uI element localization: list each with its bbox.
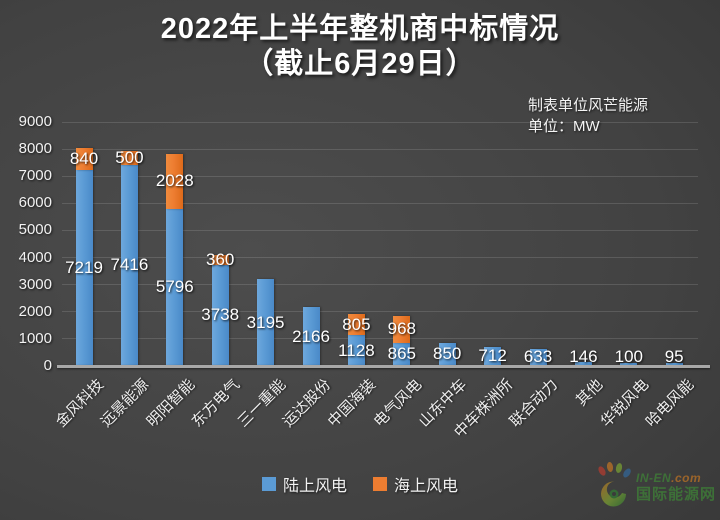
- gridline: [62, 148, 698, 150]
- data-label: 805: [342, 314, 371, 334]
- legend-label: 海上风电: [394, 478, 459, 495]
- x-category-label: 运达股份: [279, 376, 335, 431]
- chart-title-line2: （截止6月29日）: [244, 48, 476, 80]
- gridline: [62, 202, 698, 204]
- y-tick-label: 5000: [18, 221, 52, 239]
- y-tick-label: 1000: [18, 329, 52, 347]
- legend-swatch-icon: [373, 477, 387, 491]
- y-tick-label: 8000: [18, 140, 52, 158]
- bar-segment-onshore: [75, 170, 93, 366]
- x-category-label: 哈电风能: [642, 376, 698, 431]
- data-label: 840: [69, 148, 99, 168]
- data-label: 968: [387, 319, 416, 339]
- bar-segment-offshore: [120, 151, 138, 165]
- gridline: [62, 121, 698, 123]
- data-label: 7219: [65, 258, 103, 278]
- bar-segment-onshore: [257, 279, 275, 366]
- y-tick-label: 0: [43, 357, 52, 374]
- data-label: 865: [387, 344, 416, 364]
- data-label: 146: [569, 347, 598, 366]
- x-axis-line: [57, 365, 710, 368]
- watermark-url: IN-EN.com: [636, 471, 702, 485]
- annotation-unit: 单位：MW: [528, 118, 600, 135]
- data-label: 712: [478, 346, 507, 366]
- watermark: IN-EN.com 国际能源网: [596, 458, 720, 516]
- x-category-label: 远景能源: [98, 376, 153, 431]
- bar-segment-onshore: [302, 307, 320, 366]
- bar-segment-offshore: [166, 153, 184, 209]
- data-label: 850: [433, 344, 462, 364]
- legend: 陆上风电 海上风电: [0, 472, 720, 496]
- data-label: 500: [115, 148, 144, 168]
- bar-segment-offshore: [393, 316, 411, 343]
- chart-annotation: 制表单位风芒能源 单位：MW: [528, 95, 648, 137]
- gridline: [62, 229, 698, 231]
- bar-segment-onshore: [166, 208, 184, 366]
- x-category-label: 中国海装: [325, 376, 380, 431]
- x-category-label: 三一重能: [234, 376, 289, 431]
- watermark-text: IN-EN.com 国际能源网: [636, 472, 716, 502]
- x-category-label: 电气风电: [370, 376, 425, 431]
- bar-segment-onshore: [438, 342, 456, 366]
- y-tick-label: 3000: [18, 275, 52, 293]
- y-tick-label: 7000: [18, 167, 52, 185]
- bar-segment-onshore: [574, 362, 592, 366]
- bar-segment-offshore: [211, 254, 229, 265]
- bar-segment-onshore: [347, 335, 365, 366]
- data-label: 100: [614, 347, 643, 366]
- chart-title: 2022年上半年整机商中标情况 （截止6月29日）: [0, 12, 720, 82]
- legend-item: 海上风电: [373, 472, 458, 496]
- data-label: 95: [664, 347, 684, 366]
- x-category-label: 其他: [573, 376, 607, 410]
- gridline: [62, 311, 698, 313]
- data-label: 633: [523, 347, 553, 366]
- bar-segment-onshore: [120, 164, 138, 366]
- data-label: 3195: [246, 312, 285, 332]
- gridline: [62, 284, 698, 286]
- x-category-label: 华锐风电: [597, 376, 652, 431]
- data-label: 5796: [155, 277, 194, 297]
- bar-segment-onshore: [211, 264, 229, 366]
- y-tick-label: 9000: [18, 113, 52, 130]
- y-tick-label: 4000: [18, 248, 52, 266]
- bar-segment-onshore: [665, 363, 683, 366]
- y-tick-label: 2000: [18, 302, 52, 320]
- in-en-logo-icon: [598, 462, 631, 507]
- data-label: 2028: [155, 171, 194, 191]
- annotation-source: 制表单位风芒能源: [528, 97, 649, 114]
- bar-segment-offshore: [347, 313, 365, 336]
- data-label: 7416: [110, 255, 149, 275]
- bar-segment-offshore: [75, 147, 93, 171]
- x-category-label: 金风科技: [52, 376, 108, 431]
- data-label: 360: [206, 249, 235, 269]
- x-category-label: 联合动力: [506, 376, 562, 431]
- legend-label: 陆上风电: [282, 478, 347, 495]
- x-category-label: 明阳智能: [143, 376, 198, 431]
- bar-segment-onshore: [393, 342, 411, 366]
- gridline: [62, 257, 698, 259]
- bar-segment-onshore: [484, 346, 502, 366]
- gridline: [62, 338, 698, 340]
- bar-segment-onshore: [620, 363, 638, 366]
- chart-title-line1: 2022年上半年整机商中标情况: [160, 13, 560, 45]
- data-label: 1128: [338, 340, 375, 360]
- y-tick-label: 6000: [18, 194, 52, 212]
- watermark-site-name: 国际能源网: [636, 486, 717, 503]
- bar-segment-onshore: [529, 348, 547, 366]
- data-label: 3738: [201, 305, 240, 325]
- data-label: 2166: [292, 326, 330, 346]
- legend-swatch-icon: [261, 477, 276, 491]
- x-category-label: 东方电气: [188, 376, 244, 431]
- legend-item: 陆上风电: [261, 472, 347, 496]
- gridline: [62, 175, 698, 177]
